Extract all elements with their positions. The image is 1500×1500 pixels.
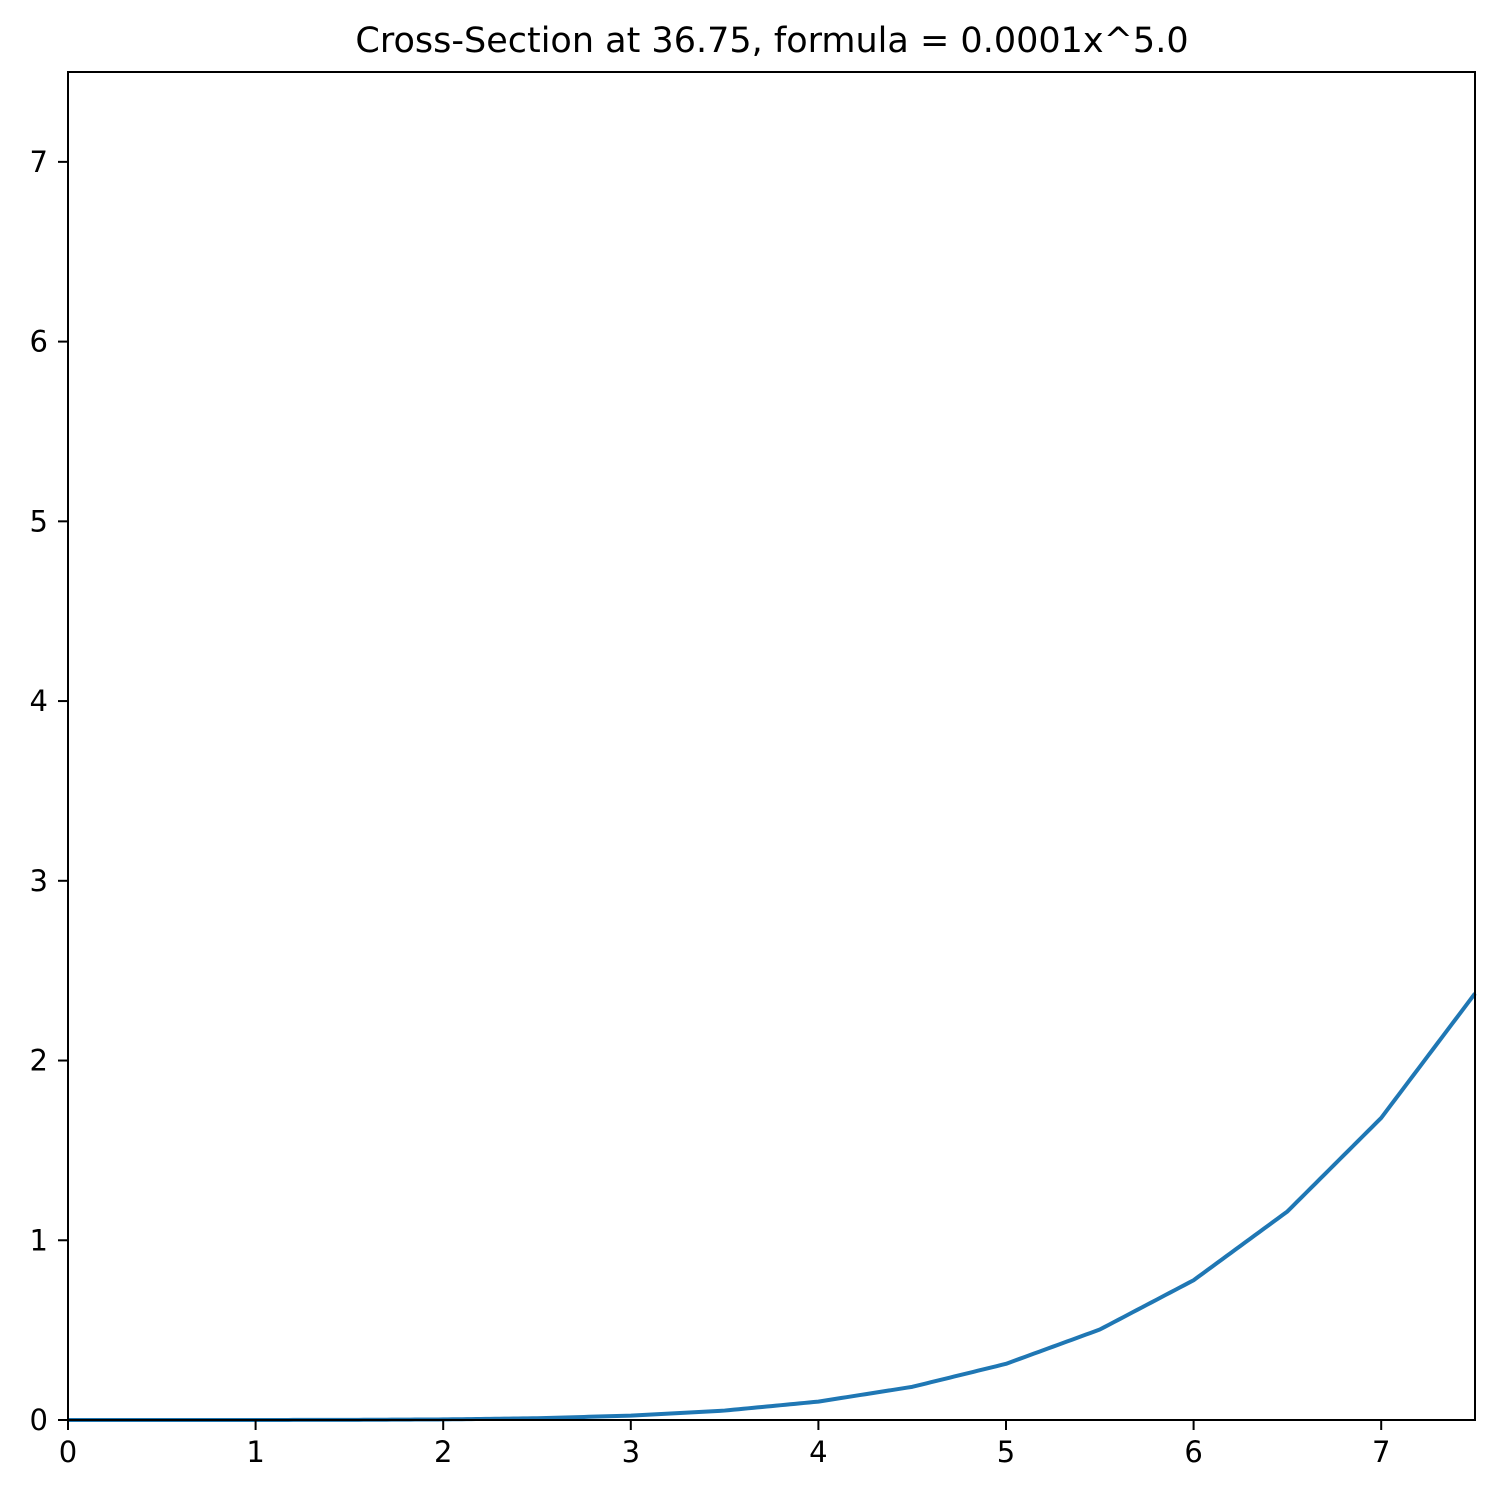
x-tick-label: 6 — [1184, 1435, 1202, 1469]
x-tick-label: 7 — [1372, 1435, 1390, 1469]
y-tick-label: 3 — [30, 864, 48, 898]
y-tick-label: 2 — [30, 1044, 48, 1078]
y-axis: 0 1 2 3 4 5 6 7 — [30, 145, 68, 1437]
chart-title: Cross-Section at 36.75, formula = 0.0001… — [355, 21, 1188, 61]
y-tick-label: 0 — [30, 1403, 48, 1437]
x-tick-label: 4 — [809, 1435, 827, 1469]
x-tick-label: 3 — [622, 1435, 640, 1469]
x-tick-label: 0 — [59, 1435, 77, 1469]
x-tick-label: 1 — [246, 1435, 264, 1469]
y-tick-label: 6 — [30, 325, 48, 359]
x-axis: 0 1 2 3 4 5 6 7 — [59, 1420, 1390, 1469]
y-tick-label: 7 — [30, 145, 48, 179]
plot-frame — [67, 71, 1476, 1421]
plot-area — [68, 72, 1475, 1420]
x-tick-label: 5 — [997, 1435, 1015, 1469]
y-tick-label: 5 — [30, 504, 48, 538]
x-tick-label: 2 — [434, 1435, 452, 1469]
y-tick-label: 1 — [30, 1223, 48, 1257]
y-tick-label: 4 — [30, 684, 48, 718]
